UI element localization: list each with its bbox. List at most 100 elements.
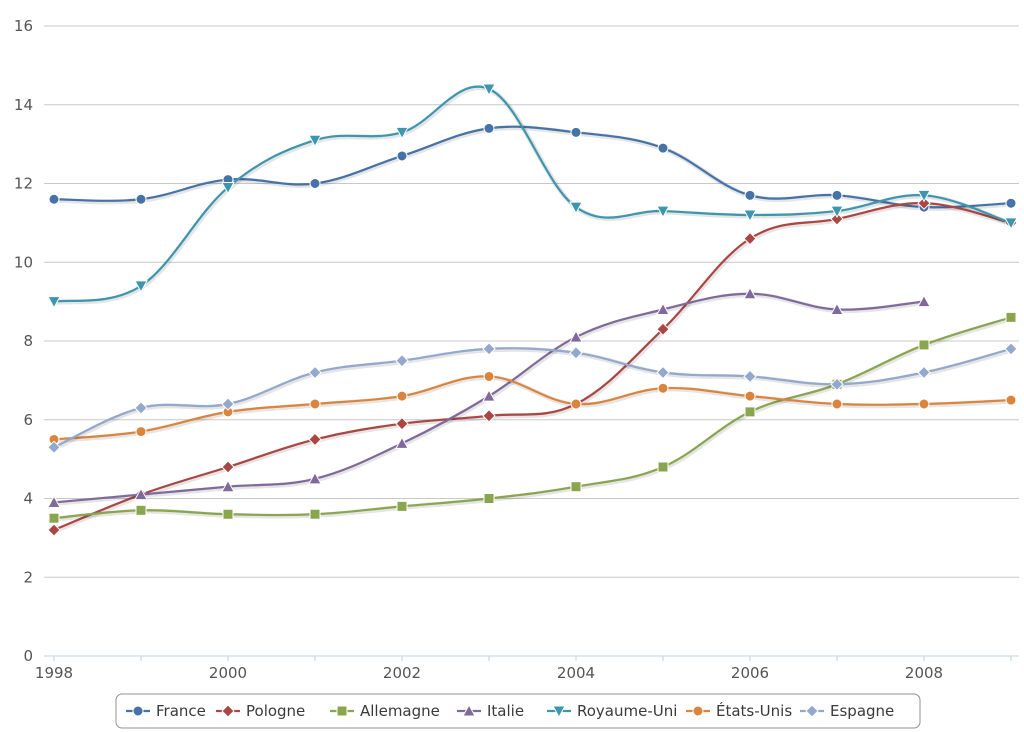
point-royaume-uni-2007[interactable] [830,205,844,219]
point-pologne-2001[interactable] [308,432,322,447]
legend-item-royaume-uni[interactable]: Royaume-Uni [547,702,677,720]
point-france-1998[interactable] [48,193,60,205]
point-espagne-2004[interactable] [569,346,583,360]
point-allemagne-2008[interactable] [918,339,930,351]
point-royaume-uni-2008[interactable] [917,189,931,203]
legend-marker-allemagne[interactable] [336,705,348,717]
point-espagne-2007[interactable] [830,377,844,392]
point-allemagne-2002[interactable] [396,500,408,512]
point-etats-unis-2007[interactable] [831,398,843,410]
legend-item-pologne[interactable]: Pologne [216,702,305,720]
point-royaume-uni-2003[interactable] [482,83,496,97]
point-royaume-uni-1998[interactable] [47,296,61,309]
point-allemagne-2006[interactable] [744,406,756,418]
point-espagne-2000[interactable] [221,397,235,411]
point-italie-1998[interactable] [47,495,61,508]
point-italie-1999[interactable] [134,487,148,501]
point-france-2009[interactable] [1005,197,1017,209]
point-etats-unis-2008[interactable] [918,398,930,410]
point-pologne-1998[interactable] [47,523,61,537]
point-royaume-uni-2009[interactable] [1004,217,1018,230]
point-espagne-1998[interactable] [47,440,61,455]
legend-marker-pologne[interactable] [221,704,235,718]
y-tick-label: 2 [23,568,33,586]
legend-marker-italie[interactable] [462,703,476,717]
point-france-2004[interactable] [570,126,582,138]
point-pologne-2007[interactable] [830,212,844,226]
series-italie [47,286,931,508]
point-allemagne-2000[interactable] [222,508,234,520]
legend-item-espagne[interactable]: Espagne [800,702,894,720]
x-tick-label: 2004 [557,664,595,682]
y-tick-label: 10 [14,253,33,271]
point-italie-2007[interactable] [830,302,844,315]
point-allemagne-2004[interactable] [570,481,582,493]
point-espagne-2009[interactable] [1004,342,1018,356]
point-france-2002[interactable] [396,150,408,162]
point-france-2003[interactable] [483,122,495,134]
point-italie-2000[interactable] [221,479,235,493]
point-italie-2003[interactable] [482,389,496,402]
point-etats-unis-2004[interactable] [570,398,582,410]
point-espagne-2001[interactable] [308,365,322,380]
legend-item-allemagne[interactable]: Allemagne [330,702,440,720]
legend-marker-royaume-uni[interactable] [552,705,566,719]
series-line-allemagne [52,316,1013,520]
point-etats-unis-1999[interactable] [135,426,147,438]
point-allemagne-1998[interactable] [48,512,60,524]
legend-label: Espagne [830,702,894,720]
point-allemagne-2009[interactable] [1005,311,1017,323]
point-royaume-uni-2005[interactable] [656,205,670,219]
point-italie-2004[interactable] [569,330,583,343]
point-etats-unis-2006[interactable] [744,390,756,402]
point-etats-unis-2005[interactable] [657,382,669,394]
point-italie-2002[interactable] [395,436,409,449]
x-tick-label: 1998 [35,664,73,682]
point-allemagne-2001[interactable] [309,508,321,520]
point-espagne-1999[interactable] [134,401,148,415]
legend-item-etats-unis[interactable]: États-Unis [686,701,792,720]
point-etats-unis-2003[interactable] [483,370,495,382]
legend-marker-etats-unis[interactable] [692,705,704,717]
point-france-2006[interactable] [744,189,756,201]
point-france-2007[interactable] [831,189,843,201]
point-etats-unis-2001[interactable] [309,398,321,410]
legend-marker-espagne[interactable] [805,704,819,718]
point-royaume-uni-2002[interactable] [395,126,409,140]
point-pologne-2000[interactable] [221,460,235,474]
point-etats-unis-2009[interactable] [1005,394,1017,406]
point-espagne-2006[interactable] [743,369,757,384]
point-etats-unis-2002[interactable] [396,390,408,402]
point-pologne-2008[interactable] [917,196,931,210]
point-pologne-2006[interactable] [743,231,757,246]
legend-item-italie[interactable]: Italie [457,702,524,720]
point-espagne-2003[interactable] [482,342,496,356]
point-allemagne-1999[interactable] [135,504,147,516]
point-allemagne-2005[interactable] [657,461,669,473]
point-italie-2006[interactable] [743,286,757,300]
point-espagne-2008[interactable] [917,365,931,380]
point-espagne-2002[interactable] [395,353,409,368]
legend-item-france[interactable]: France [126,702,206,720]
point-royaume-uni-2004[interactable] [569,201,583,215]
legend-label: Italie [487,702,524,720]
point-italie-2001[interactable] [308,471,322,485]
point-espagne-2005[interactable] [656,365,670,380]
legend-marker-france[interactable] [132,705,144,717]
point-allemagne-2003[interactable] [483,493,495,504]
point-royaume-uni-1999[interactable] [134,280,148,293]
point-italie-2005[interactable] [656,302,670,315]
point-france-1999[interactable] [135,193,147,205]
series-line-shadow [54,85,1013,306]
point-royaume-uni-2006[interactable] [743,209,757,223]
point-france-2005[interactable] [657,142,669,154]
point-france-2001[interactable] [309,178,321,189]
y-tick-label: 14 [14,96,33,114]
point-pologne-2002[interactable] [395,416,409,431]
point-pologne-2003[interactable] [482,409,496,423]
point-royaume-uni-2001[interactable] [308,134,322,148]
point-italie-2008[interactable] [917,294,931,308]
point-pologne-2005[interactable] [656,322,670,336]
point-royaume-uni-2000[interactable] [221,181,235,195]
